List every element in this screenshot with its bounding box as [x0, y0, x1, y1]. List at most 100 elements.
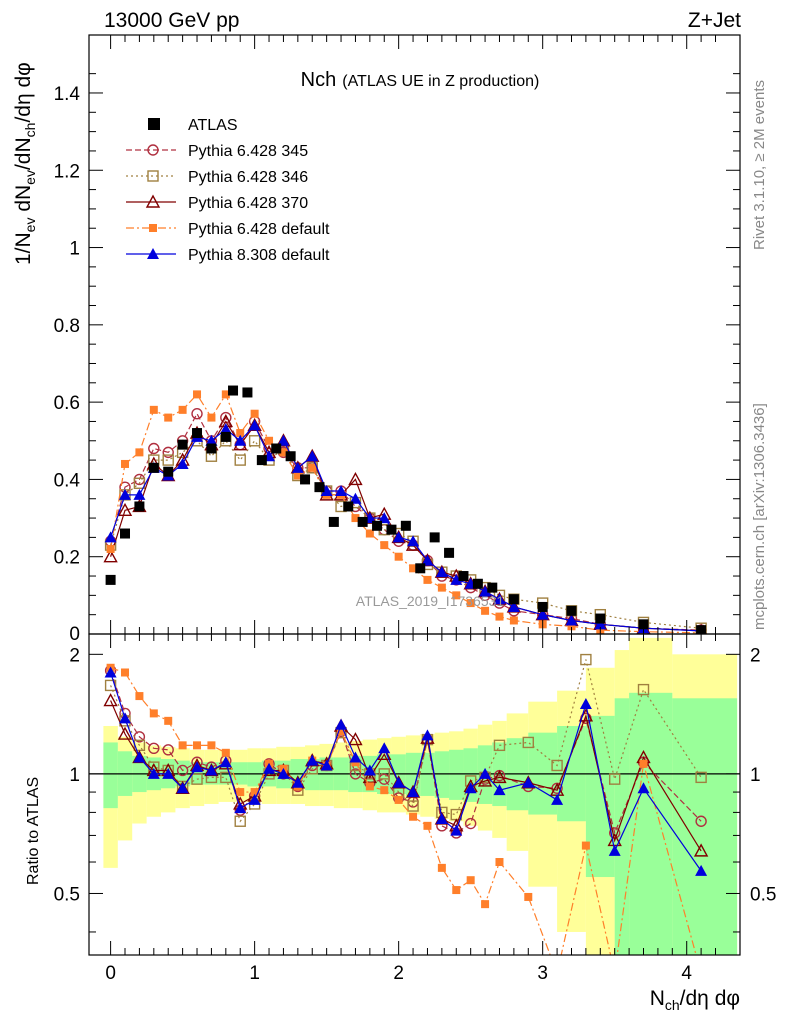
data-point	[148, 462, 159, 473]
series-point	[308, 463, 317, 472]
ratio-axis-title: Ratio to ATLAS	[25, 777, 42, 885]
ratio-point	[250, 788, 259, 797]
data-point	[242, 387, 253, 398]
series-point	[452, 591, 461, 600]
ratio-point	[263, 762, 276, 774]
ratio-tick-label: 2	[750, 645, 761, 666]
series-point	[351, 514, 360, 523]
ratio-point	[551, 759, 563, 772]
series-point	[106, 544, 115, 553]
y-tick-label: 0.4	[54, 470, 81, 491]
ratio-point	[637, 782, 650, 794]
plot-title-main: Nch	[301, 69, 337, 91]
data-point	[487, 582, 498, 593]
band-inner	[629, 692, 673, 955]
series-point	[162, 454, 174, 466]
ratio-tick-label: 2	[69, 645, 80, 666]
ratio-point	[378, 768, 390, 780]
ratio-point	[464, 782, 477, 794]
ratio-tick-label: 1	[69, 765, 80, 786]
process-label: Z+Jet	[688, 9, 741, 32]
legend-marker	[147, 248, 159, 259]
ratio-point	[409, 812, 418, 821]
ratio-point	[148, 742, 160, 754]
ratio-point	[236, 788, 245, 797]
ratio-point	[234, 802, 247, 814]
ratio-point	[378, 742, 391, 754]
series-point	[394, 552, 403, 561]
x-tick-label: 3	[537, 963, 548, 984]
ratio-point	[363, 764, 376, 776]
ratio-tick-label: 0.5	[750, 884, 776, 905]
ratio-point	[337, 727, 346, 736]
band-inner	[672, 698, 738, 955]
y-tick-label: 1.4	[54, 84, 81, 105]
series-point	[392, 531, 405, 543]
legend-label: Pythia 6.428 345	[188, 143, 308, 160]
y-axis-title: 1/Nev dNev/dNch/dη dφ	[12, 62, 38, 265]
series-point	[104, 531, 117, 543]
data-point	[415, 563, 426, 574]
ratio-point	[464, 817, 477, 830]
series-point	[234, 454, 246, 466]
data-point	[328, 516, 339, 527]
x-tick-label: 4	[681, 963, 692, 984]
ratio-point	[493, 784, 506, 796]
ratio-point	[320, 759, 333, 771]
ratio-point	[452, 886, 461, 895]
ratio-point	[579, 697, 592, 709]
ratio-point	[481, 900, 490, 909]
ratio-point	[492, 769, 507, 784]
x-axis-title: Nch/dη dφ	[650, 987, 740, 1013]
ratio-point	[219, 756, 232, 768]
series-point	[250, 409, 259, 418]
ratio-line-3	[110, 667, 697, 955]
ratio-line-0	[110, 670, 702, 835]
ratio-point	[117, 726, 133, 740]
series-point	[423, 575, 432, 584]
ratio-point	[522, 736, 534, 749]
series-point	[407, 535, 420, 547]
ratio-point	[135, 692, 144, 701]
series-point	[348, 471, 363, 486]
data-point	[271, 443, 282, 454]
ratio-point	[695, 815, 707, 827]
ratio-point	[277, 767, 290, 779]
series-point	[495, 612, 504, 621]
legend-label: Pythia 8.308 default	[188, 247, 330, 264]
series-point	[421, 554, 434, 566]
ratio-point	[164, 716, 173, 725]
series-point	[149, 405, 158, 414]
ratio-point	[348, 732, 363, 746]
series-point	[121, 459, 130, 468]
series-point	[279, 448, 288, 457]
ratio-point	[693, 843, 709, 857]
ratio-point	[437, 863, 446, 872]
ratio-point	[580, 653, 592, 666]
legend: ATLAS Pythia 6.428 345 Pythia 6.428 346 Pyt…	[126, 117, 330, 264]
ratio-point	[207, 741, 216, 750]
series-point	[205, 434, 218, 446]
ratio-point	[450, 824, 463, 836]
ratio-point	[349, 751, 362, 763]
plot-title: Nch (ATLAS UE in Z production)	[301, 69, 540, 91]
legend-marker	[145, 194, 161, 208]
ratio-point	[608, 844, 621, 856]
x-tick-label: 1	[249, 963, 260, 984]
y-tick-label: 1	[69, 239, 80, 260]
ratio-tick-label: 1	[750, 765, 761, 786]
y-tick-label: 0.8	[54, 316, 80, 337]
data-point	[472, 578, 483, 589]
ratio-point	[394, 795, 403, 804]
data-point	[120, 528, 131, 539]
data-point	[105, 574, 116, 585]
data-point	[206, 443, 217, 454]
energy-label: 13000 GeV pp	[104, 9, 239, 32]
series-point	[450, 573, 463, 585]
ratio-point	[291, 776, 304, 788]
y-tick-label: 1.2	[54, 161, 80, 182]
series-point	[493, 593, 506, 605]
ratio-point	[392, 776, 405, 788]
legend-label: ATLAS	[188, 117, 238, 134]
